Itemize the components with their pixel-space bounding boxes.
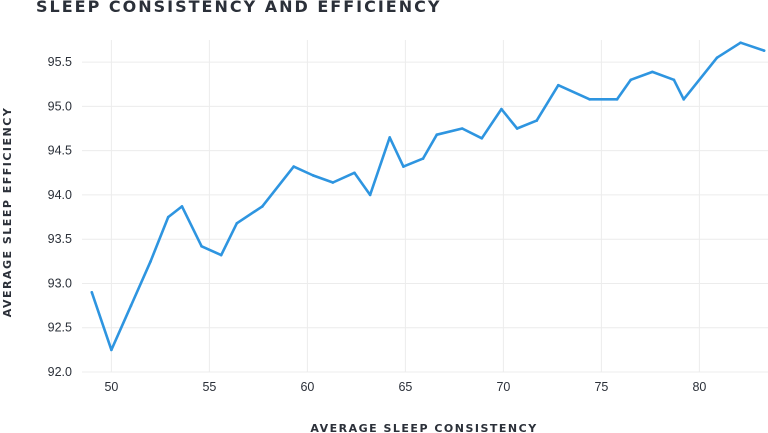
- data-point: [149, 260, 152, 263]
- data-point: [615, 98, 619, 101]
- data-point: [535, 119, 539, 122]
- data-point: [715, 56, 719, 60]
- y-tick-label: 95.0: [48, 99, 72, 113]
- data-point: [331, 181, 335, 184]
- data-point: [368, 193, 372, 197]
- series-line: [90, 41, 766, 352]
- data-point: [180, 205, 184, 208]
- y-tick-label: 93.5: [48, 232, 72, 246]
- data-point: [402, 165, 405, 168]
- y-axis-ticks: 92.0 92.5 93.0 93.5 94.0 94.5 95.0 95.5: [48, 55, 72, 379]
- data-point: [129, 304, 133, 307]
- y-axis-title: AVERAGE SLEEP EFFICIENCY: [1, 107, 14, 318]
- data-point: [261, 205, 264, 208]
- x-axis-ticks: 50 55 60 65 70 75 80: [104, 380, 706, 394]
- x-tick-label: 80: [692, 380, 706, 394]
- data-point: [292, 165, 295, 168]
- x-tick-label: 65: [398, 380, 412, 394]
- x-axis-title: AVERAGE SLEEP CONSISTENCY: [310, 422, 537, 433]
- y-tick-label: 93.0: [48, 276, 72, 290]
- data-point: [311, 174, 315, 177]
- data-point: [110, 348, 113, 352]
- data-point: [166, 215, 170, 219]
- x-tick-label: 70: [496, 380, 510, 394]
- data-point: [460, 127, 464, 130]
- x-tick-label: 50: [104, 380, 118, 394]
- grid-lines: [82, 40, 768, 373]
- series-layer: [90, 41, 766, 352]
- y-tick-label: 94.0: [48, 188, 72, 202]
- data-point: [500, 107, 503, 111]
- x-tick-label: 75: [594, 380, 608, 394]
- data-point: [629, 78, 633, 82]
- data-point: [556, 83, 560, 87]
- y-tick-label: 94.5: [48, 144, 72, 158]
- data-point: [480, 136, 484, 140]
- data-point: [672, 78, 676, 82]
- y-tick-label: 95.5: [48, 55, 72, 69]
- data-point: [515, 127, 519, 130]
- data-point: [90, 291, 94, 294]
- x-tick-label: 55: [202, 380, 216, 394]
- data-point: [388, 136, 392, 139]
- data-point: [588, 98, 591, 101]
- data-point: [219, 253, 223, 257]
- data-point: [353, 171, 356, 175]
- data-point: [200, 244, 203, 248]
- y-tick-label: 92.5: [48, 321, 72, 335]
- data-point: [421, 157, 425, 160]
- y-tick-label: 92.0: [48, 365, 72, 379]
- data-point: [435, 133, 439, 137]
- data-point: [762, 49, 766, 52]
- chart-title: SLEEP CONSISTENCY AND EFFICIENCY: [36, 0, 442, 16]
- x-tick-label: 60: [300, 380, 314, 394]
- data-point: [235, 221, 239, 225]
- data-point: [651, 70, 654, 74]
- data-point: [682, 98, 686, 101]
- data-point: [739, 41, 742, 44]
